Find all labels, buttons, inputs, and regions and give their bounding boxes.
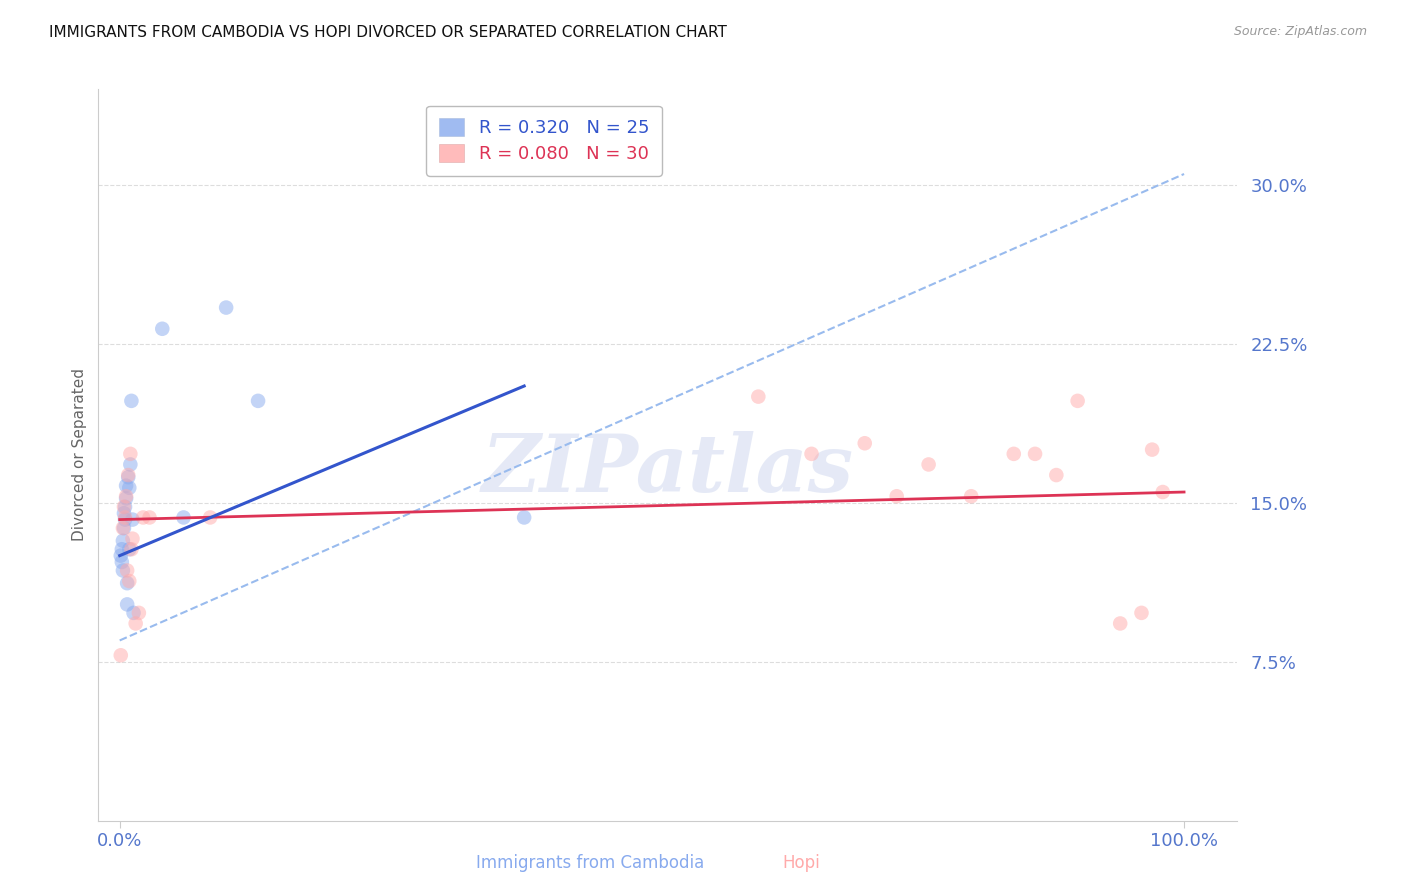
Point xyxy=(215,301,238,315)
Point xyxy=(111,564,134,578)
Point xyxy=(111,542,134,557)
Y-axis label: Divorced or Separated: Divorced or Separated xyxy=(72,368,87,541)
Point xyxy=(150,322,173,336)
Point xyxy=(132,510,155,524)
Point xyxy=(1140,442,1163,457)
Point xyxy=(960,489,983,503)
Point xyxy=(1130,606,1153,620)
Point xyxy=(120,393,142,408)
Point xyxy=(111,555,134,569)
Point xyxy=(120,542,142,557)
Point xyxy=(1024,447,1046,461)
Point xyxy=(124,616,146,631)
Point xyxy=(138,510,160,524)
Point xyxy=(115,576,138,591)
Point xyxy=(853,436,876,450)
Point xyxy=(111,533,134,548)
Text: Hopi: Hopi xyxy=(783,855,820,872)
Point xyxy=(120,458,142,472)
Point xyxy=(110,549,132,563)
Point xyxy=(115,564,138,578)
Point xyxy=(122,606,145,620)
Point xyxy=(128,606,150,620)
Point xyxy=(117,468,139,483)
Point xyxy=(747,390,769,404)
Text: IMMIGRANTS FROM CAMBODIA VS HOPI DIVORCED OR SEPARATED CORRELATION CHART: IMMIGRANTS FROM CAMBODIA VS HOPI DIVORCE… xyxy=(49,25,727,40)
Point xyxy=(121,532,143,546)
Point xyxy=(1066,393,1088,408)
Point xyxy=(114,510,136,524)
Point xyxy=(1109,616,1132,631)
Point xyxy=(118,574,141,588)
Legend: R = 0.320   N = 25, R = 0.080   N = 30: R = 0.320 N = 25, R = 0.080 N = 30 xyxy=(426,105,662,176)
Point xyxy=(114,500,136,514)
Point xyxy=(115,478,138,492)
Point xyxy=(120,447,142,461)
Point xyxy=(121,512,143,526)
Point xyxy=(118,481,141,495)
Text: ZIPatlas: ZIPatlas xyxy=(482,431,853,508)
Text: Immigrants from Cambodia: Immigrants from Cambodia xyxy=(477,855,704,872)
Text: Source: ZipAtlas.com: Source: ZipAtlas.com xyxy=(1233,25,1367,38)
Point xyxy=(198,510,221,524)
Point xyxy=(173,510,195,524)
Point xyxy=(886,489,908,503)
Point xyxy=(115,491,138,506)
Point xyxy=(513,510,536,524)
Point xyxy=(112,521,135,535)
Point xyxy=(115,489,138,503)
Point xyxy=(1045,468,1067,483)
Point xyxy=(114,512,136,526)
Point xyxy=(112,500,135,514)
Point xyxy=(917,458,939,472)
Point xyxy=(117,470,139,484)
Point xyxy=(800,447,823,461)
Point xyxy=(111,521,134,535)
Point xyxy=(247,393,270,408)
Point xyxy=(112,506,135,520)
Point xyxy=(115,598,138,612)
Point xyxy=(110,648,132,663)
Point xyxy=(118,542,141,557)
Point xyxy=(1152,485,1174,500)
Point xyxy=(1002,447,1025,461)
